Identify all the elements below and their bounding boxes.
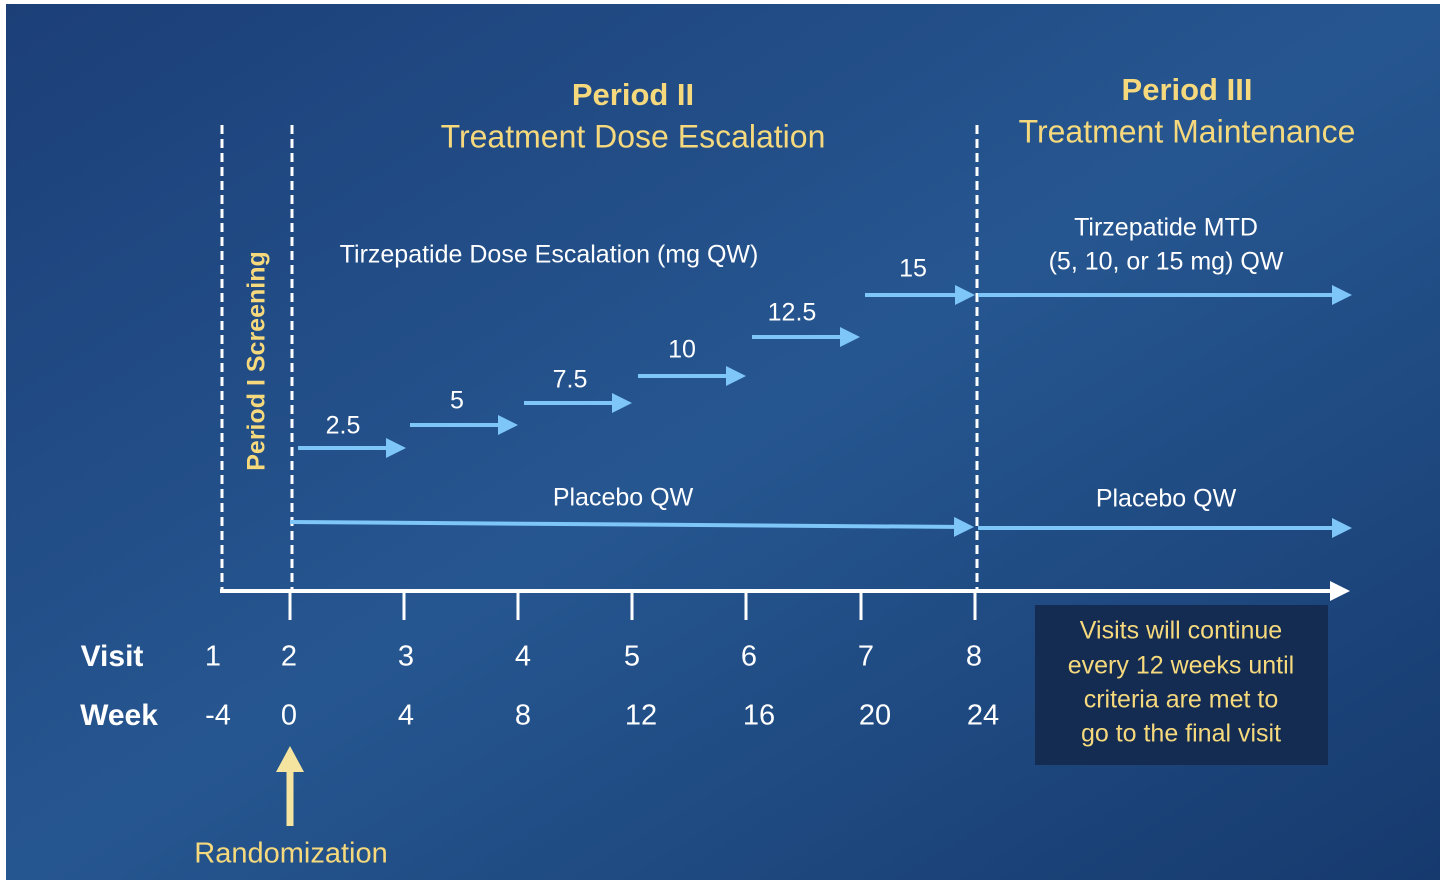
axis-ticks: [288, 593, 977, 620]
week-label: Week: [80, 699, 158, 732]
visit-number: 4: [515, 641, 531, 673]
placebo-arrow: [289, 516, 974, 537]
note-line: every 12 weeks until: [1068, 652, 1295, 680]
maintenance-label: (5, 10, or 15 mg) QW: [1049, 248, 1284, 276]
note-box: [1035, 605, 1328, 765]
week-number: 12: [625, 700, 657, 732]
visit-number: 2: [281, 641, 297, 673]
period-subtitle: Treatment Dose Escalation: [441, 118, 826, 154]
week-number: 16: [743, 700, 775, 732]
dose-label: 12.5: [768, 299, 817, 327]
visit-number: 5: [624, 641, 640, 673]
dose-label: 2.5: [326, 412, 361, 440]
week-number: 8: [515, 700, 531, 732]
week-number: 24: [967, 700, 999, 732]
visit-label: Visit: [81, 640, 144, 673]
period-title: Period III: [1122, 72, 1253, 107]
maintenance-label: Tirzepatide MTD: [1074, 214, 1258, 242]
dose-label: 5: [450, 387, 464, 415]
dose-label: 10: [668, 336, 696, 364]
period-title: Period II: [572, 77, 694, 112]
week-number: 0: [281, 700, 297, 732]
visit-number: 3: [398, 641, 414, 673]
placebo-label: Placebo QW: [1096, 485, 1237, 513]
dose-label: 15: [899, 255, 927, 283]
randomization-arrow-head: [276, 746, 304, 772]
randomization-label: Randomization: [194, 838, 387, 870]
note-line: go to the final visit: [1081, 720, 1281, 748]
week-number: 20: [859, 700, 891, 732]
note-line: criteria are met to: [1084, 686, 1279, 714]
week-number: 4: [398, 700, 414, 732]
period-subtitle: Treatment Maintenance: [1019, 113, 1356, 149]
visit-number: 6: [741, 641, 757, 673]
escalation-label: Tirzepatide Dose Escalation (mg QW): [340, 241, 759, 269]
screening-label: Period I Screening: [243, 251, 271, 471]
visit-number: 1: [205, 641, 221, 673]
visit-number: 8: [966, 641, 982, 673]
week-number: -4: [205, 700, 231, 732]
note-line: Visits will continue: [1080, 617, 1282, 645]
timeline-values: 1 2 3 4 5 6 7 8-4 0 4 8 12 16 20 24: [205, 641, 999, 732]
dose-label: 7.5: [553, 366, 588, 394]
visit-number: 7: [858, 641, 874, 673]
placebo-label: Placebo QW: [553, 484, 694, 512]
